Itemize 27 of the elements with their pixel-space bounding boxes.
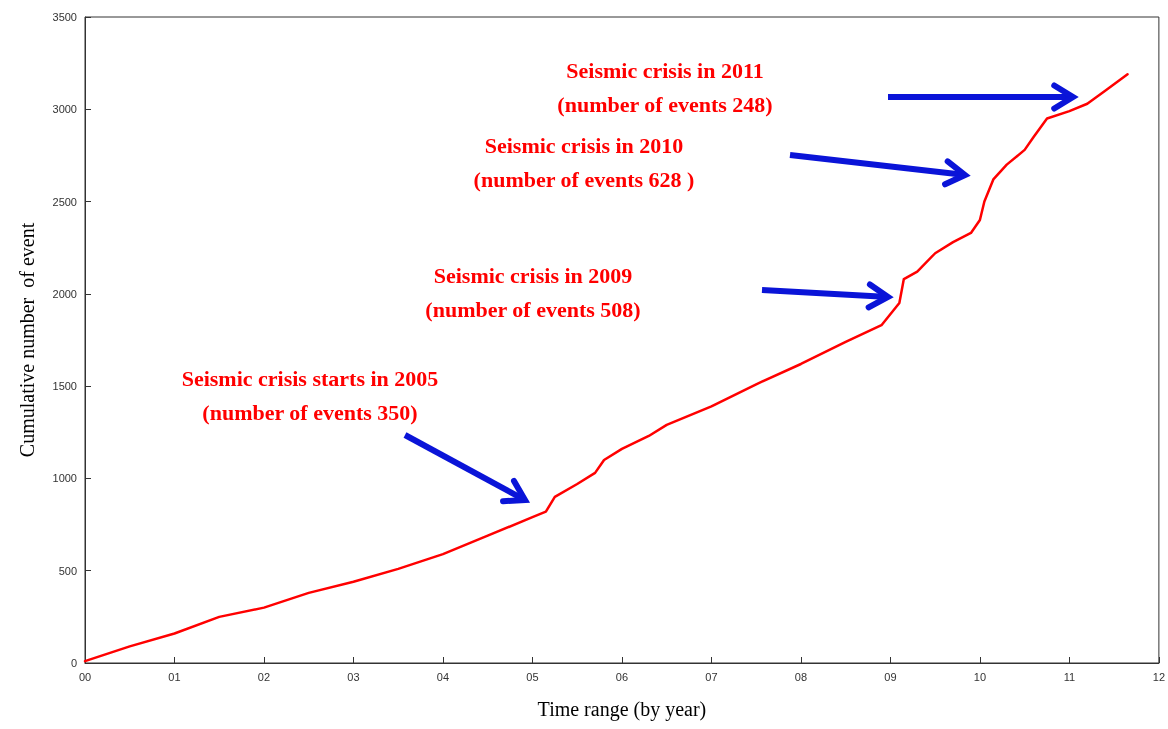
x-tick-label: 04 (436, 670, 450, 683)
x-axis-title: Time range (by year) (537, 698, 707, 721)
y-tick-label: 2500 (52, 195, 77, 208)
annotation: Seismic crisis in 2010 (number of events 628 ) (473, 132, 695, 192)
annotation: Seismic crisis in 2011 (number of events 248) (557, 57, 773, 117)
x-tick-label: 11 (1063, 670, 1076, 683)
x-tick-label: 01 (168, 670, 181, 683)
annotation: Seismic crisis in 2009 (number of events 508) (425, 262, 641, 322)
y-tick-label: 0 (70, 657, 77, 669)
x-tick-label: 06 (615, 670, 629, 683)
y-tick-label: 2000 (52, 287, 77, 300)
x-tick-label: 02 (257, 670, 271, 683)
x-tick-label: 08 (794, 670, 808, 683)
x-tick-label: 00 (78, 670, 92, 683)
y-tick-label: 1000 (52, 472, 77, 485)
y-tick-label: 1500 (52, 380, 77, 393)
y-axis-title: Cumulative number of event (16, 222, 38, 458)
y-tick-label: 3000 (52, 103, 77, 116)
x-tick-label: 10 (973, 670, 987, 683)
x-tick-label: 12 (1152, 670, 1166, 683)
x-tick-label: 07 (705, 670, 718, 683)
annotation: Seismic crisis starts in 2005 (number of events 350) (181, 365, 439, 425)
y-tick-label: 3500 (52, 11, 77, 23)
x-tick-label: 09 (884, 670, 897, 683)
x-tick-label: 05 (526, 670, 539, 683)
x-tick-label: 03 (347, 670, 360, 683)
y-tick-label: 500 (58, 564, 77, 577)
